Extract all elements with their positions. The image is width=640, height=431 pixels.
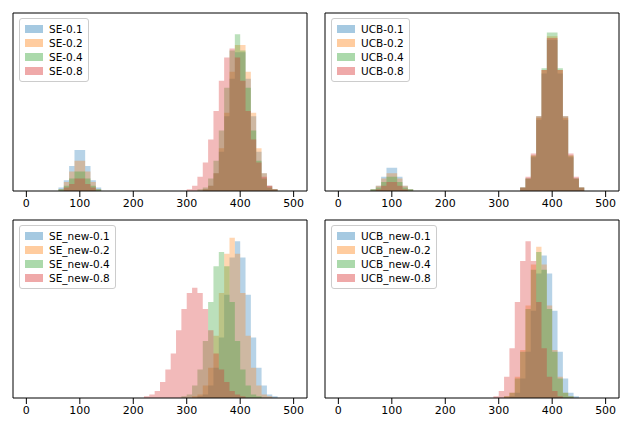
svg-text:400: 400 — [230, 404, 251, 417]
svg-text:200: 200 — [123, 404, 144, 417]
html-text:UCB_new-0.4: UCB_new-0.4 — [361, 258, 431, 270]
svg-text:0: 0 — [335, 404, 342, 417]
svg-text:100: 100 — [69, 197, 90, 210]
svg-text:0: 0 — [23, 404, 30, 417]
html-text:UCB-0.2: UCB-0.2 — [361, 37, 404, 49]
html-text:UCB-0.1: UCB-0.1 — [361, 23, 404, 35]
html-text:SE-0.8: SE-0.8 — [49, 65, 83, 77]
html-text:UCB_new-0.8: UCB_new-0.8 — [361, 272, 431, 284]
svg-text:500: 500 — [595, 404, 616, 417]
html-text:SE_new-0.8: SE_new-0.8 — [49, 272, 110, 284]
html-text:UCB-0.8: UCB-0.8 — [361, 65, 404, 77]
html-text:SE-0.2: SE-0.2 — [49, 37, 83, 49]
html-text:SE_new-0.4: SE_new-0.4 — [49, 258, 110, 270]
html-text:UCB_new-0.2: UCB_new-0.2 — [361, 244, 431, 256]
svg-text:500: 500 — [283, 404, 304, 417]
svg-text:200: 200 — [435, 197, 456, 210]
svg-text:100: 100 — [69, 404, 90, 417]
svg-text:500: 500 — [595, 197, 616, 210]
html-text:SE-0.1: SE-0.1 — [49, 23, 83, 35]
html-text:SE_new-0.1: SE_new-0.1 — [49, 230, 110, 242]
svg-text:300: 300 — [176, 197, 197, 210]
svg-text:100: 100 — [381, 197, 402, 210]
html-text:SE-0.4: SE-0.4 — [49, 51, 83, 63]
svg-text:400: 400 — [230, 197, 251, 210]
svg-text:200: 200 — [435, 404, 456, 417]
html-text:UCB_new-0.1: UCB_new-0.1 — [361, 230, 431, 242]
svg-text:100: 100 — [381, 404, 402, 417]
svg-text:300: 300 — [488, 197, 509, 210]
svg-text:300: 300 — [488, 404, 509, 417]
svg-text:200: 200 — [123, 197, 144, 210]
svg-text:400: 400 — [542, 404, 563, 417]
svg-text:400: 400 — [542, 197, 563, 210]
svg-text:0: 0 — [23, 197, 30, 210]
svg-text:300: 300 — [176, 404, 197, 417]
html-text:UCB-0.4: UCB-0.4 — [361, 51, 404, 63]
svg-text:0: 0 — [335, 197, 342, 210]
svg-text:500: 500 — [283, 197, 304, 210]
html-text:SE_new-0.2: SE_new-0.2 — [49, 244, 110, 256]
